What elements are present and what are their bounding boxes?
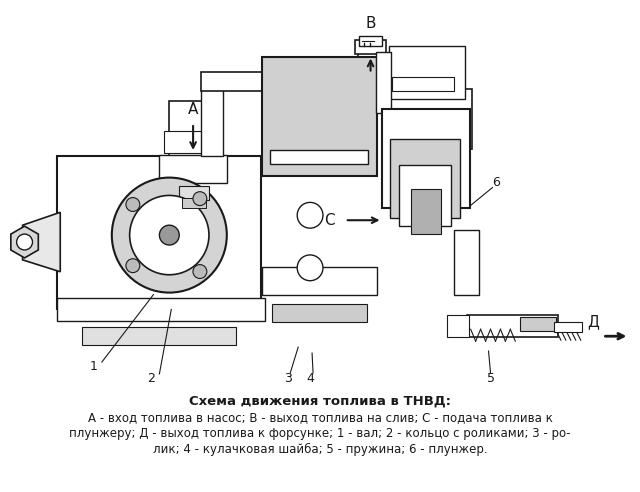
- Bar: [520, 317, 556, 331]
- Bar: [201, 89, 223, 156]
- Bar: [57, 156, 260, 309]
- Circle shape: [126, 259, 140, 273]
- Text: 4: 4: [306, 372, 314, 385]
- Circle shape: [130, 195, 209, 275]
- Text: А: А: [188, 102, 198, 117]
- Circle shape: [297, 255, 323, 281]
- Bar: [454, 230, 479, 295]
- Text: Д: Д: [588, 314, 600, 329]
- Circle shape: [126, 198, 140, 212]
- Bar: [392, 77, 454, 92]
- Bar: [201, 71, 380, 92]
- Bar: [447, 315, 468, 337]
- Bar: [358, 46, 383, 113]
- Circle shape: [297, 202, 323, 228]
- Circle shape: [159, 225, 179, 245]
- Circle shape: [112, 178, 227, 293]
- Text: плунжеру; Д - выход топлива к форсунке; 1 - вал; 2 - кольцо с роликами; 3 - ро-: плунжеру; Д - выход топлива к форсунке; …: [69, 427, 571, 440]
- Text: А - вход топлива в насос; В - выход топлива на слив; С - подача топлива к: А - вход топлива в насос; В - выход топл…: [88, 411, 552, 424]
- Text: 3: 3: [284, 372, 292, 385]
- Circle shape: [193, 192, 207, 206]
- Text: Схема движения топлива в ТНВД:: Схема движения топлива в ТНВД:: [189, 394, 451, 407]
- Bar: [159, 155, 227, 183]
- Polygon shape: [11, 226, 38, 258]
- Text: 1: 1: [90, 361, 98, 373]
- Bar: [376, 52, 392, 113]
- Text: В: В: [365, 16, 376, 31]
- Bar: [467, 315, 558, 337]
- Text: лик; 4 - кулачковая шайба; 5 - пружина; 6 - плунжер.: лик; 4 - кулачковая шайба; 5 - пружина; …: [153, 443, 487, 456]
- Text: 2: 2: [148, 372, 156, 385]
- Bar: [170, 101, 217, 161]
- Bar: [554, 322, 582, 332]
- Bar: [273, 305, 367, 322]
- Text: С: С: [324, 213, 335, 228]
- Bar: [355, 40, 387, 54]
- Circle shape: [193, 265, 207, 278]
- Bar: [179, 185, 209, 200]
- Bar: [358, 36, 383, 46]
- Circle shape: [17, 234, 33, 250]
- Bar: [182, 198, 206, 208]
- Bar: [390, 139, 460, 218]
- Bar: [271, 150, 367, 164]
- Bar: [412, 189, 441, 234]
- Text: 5: 5: [486, 372, 495, 385]
- Polygon shape: [22, 212, 60, 272]
- Bar: [82, 327, 236, 345]
- Bar: [399, 165, 451, 226]
- Bar: [57, 298, 266, 321]
- Text: 6: 6: [493, 176, 500, 189]
- Bar: [262, 267, 376, 295]
- Bar: [164, 131, 222, 153]
- Bar: [262, 57, 376, 176]
- Bar: [389, 46, 465, 99]
- Bar: [383, 109, 470, 208]
- Bar: [383, 90, 472, 149]
